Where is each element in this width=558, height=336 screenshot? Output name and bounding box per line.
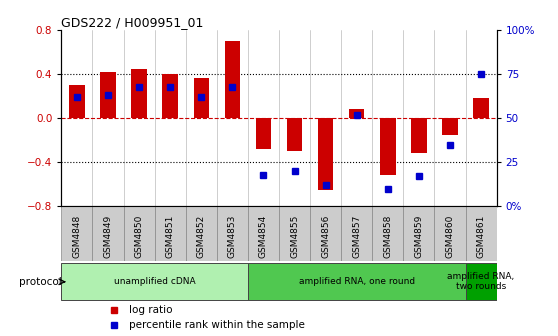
Bar	[287, 118, 302, 151]
Text: GSM4848: GSM4848	[73, 214, 81, 258]
Bar	[217, 206, 248, 261]
Bar	[93, 206, 123, 261]
Bar	[186, 206, 217, 261]
Bar	[162, 74, 178, 118]
Bar	[473, 98, 489, 118]
Bar	[380, 118, 396, 175]
Text: percentile rank within the sample: percentile rank within the sample	[129, 320, 305, 330]
Bar	[131, 69, 147, 118]
Bar	[411, 118, 427, 154]
Text: GSM4858: GSM4858	[383, 214, 392, 258]
Bar	[442, 118, 458, 135]
Text: GSM4859: GSM4859	[415, 214, 424, 258]
Bar	[224, 41, 240, 118]
Bar	[256, 118, 271, 149]
Bar	[465, 263, 497, 300]
Bar	[61, 263, 248, 300]
Bar	[100, 72, 116, 118]
Text: GSM4855: GSM4855	[290, 214, 299, 258]
Text: log ratio: log ratio	[129, 305, 172, 315]
Bar	[341, 206, 372, 261]
Text: GSM4856: GSM4856	[321, 214, 330, 258]
Text: GSM4861: GSM4861	[477, 214, 485, 258]
Text: amplified RNA,
two rounds: amplified RNA, two rounds	[448, 272, 514, 292]
Bar	[465, 206, 497, 261]
Bar	[194, 78, 209, 118]
Text: GSM4851: GSM4851	[166, 214, 175, 258]
Bar	[310, 206, 341, 261]
Bar	[61, 206, 93, 261]
Bar	[248, 206, 279, 261]
Bar	[279, 206, 310, 261]
Bar	[372, 206, 403, 261]
Bar	[69, 85, 85, 118]
Bar	[248, 263, 465, 300]
Text: protocol: protocol	[18, 277, 61, 287]
Text: GSM4854: GSM4854	[259, 214, 268, 258]
Text: GSM4852: GSM4852	[197, 214, 206, 258]
Bar	[403, 206, 435, 261]
Bar	[318, 118, 333, 190]
Text: GSM4857: GSM4857	[352, 214, 361, 258]
Text: amplified RNA, one round: amplified RNA, one round	[299, 277, 415, 286]
Text: GDS222 / H009951_01: GDS222 / H009951_01	[61, 16, 204, 29]
Bar	[155, 206, 186, 261]
Bar	[349, 110, 364, 118]
Text: GSM4849: GSM4849	[104, 214, 113, 258]
Bar	[123, 206, 155, 261]
Text: GSM4860: GSM4860	[445, 214, 454, 258]
Text: unamplified cDNA: unamplified cDNA	[114, 277, 195, 286]
Text: GSM4853: GSM4853	[228, 214, 237, 258]
Text: GSM4850: GSM4850	[134, 214, 143, 258]
Bar	[435, 206, 465, 261]
